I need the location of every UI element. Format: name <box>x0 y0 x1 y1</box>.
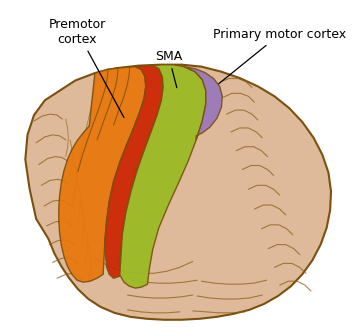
Polygon shape <box>105 66 163 278</box>
Text: Primary motor cortex: Primary motor cortex <box>213 28 346 84</box>
Text: Premotor
cortex: Premotor cortex <box>49 18 124 118</box>
Polygon shape <box>184 67 222 140</box>
Polygon shape <box>25 65 331 320</box>
Polygon shape <box>59 67 146 282</box>
Polygon shape <box>120 65 206 288</box>
Text: SMA: SMA <box>155 50 182 88</box>
